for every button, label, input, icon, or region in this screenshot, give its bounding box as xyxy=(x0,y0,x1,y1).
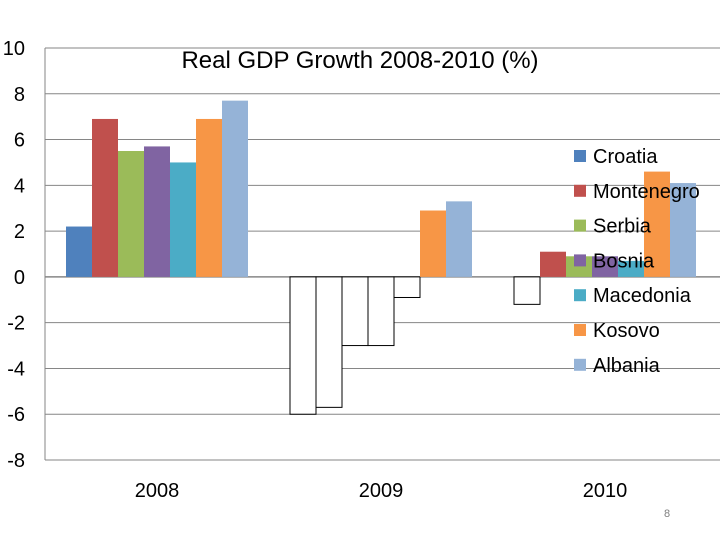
x-tick-labels: 2008 2009 2010 xyxy=(135,480,628,502)
y-tick-label: 6 xyxy=(14,130,25,152)
y-tick-label: 4 xyxy=(14,175,25,197)
y-tick-labels: 10 8 6 4 2 0 -2 -4 -6 -8 xyxy=(3,38,25,472)
y-tick-label: 10 xyxy=(3,38,25,60)
bar-serbia-2008 xyxy=(118,151,144,277)
y-tick-label: -6 xyxy=(7,404,25,426)
legend-label: Montenegro xyxy=(593,181,700,203)
bar-montenegro-2008 xyxy=(92,118,118,277)
legend: Croatia Montenegro Serbia Bosnia Macedonia Ko… xyxy=(574,146,700,377)
bar-serbia-2009 xyxy=(341,276,369,347)
bar-bosnia-2009 xyxy=(367,276,395,347)
chart-title: Real GDP Growth 2008-2010 (%) xyxy=(181,47,538,74)
y-tick-label: 8 xyxy=(14,84,25,106)
bar-bosnia-2008 xyxy=(144,146,170,277)
bar-bosnia-2010 xyxy=(592,256,618,277)
bar-albania-2010 xyxy=(670,183,696,277)
bar-macedonia-2009 xyxy=(393,276,421,298)
y-tick-label: -2 xyxy=(7,313,25,335)
bar-albania-2009 xyxy=(446,201,472,277)
y-tick-label: 2 xyxy=(14,221,25,243)
legend-swatch xyxy=(574,289,586,302)
legend-label: Macedonia xyxy=(593,285,692,307)
slide-number: 8 xyxy=(664,508,671,520)
y-tick-label: 0 xyxy=(14,267,25,289)
legend-swatch xyxy=(574,324,586,336)
legend-label: Croatia xyxy=(593,146,658,168)
bar-macedonia-2010 xyxy=(618,260,644,277)
x-tick-label: 2008 xyxy=(135,480,180,502)
y-tick-label: -8 xyxy=(7,450,25,472)
x-tick-label: 2009 xyxy=(359,480,404,502)
bars xyxy=(66,100,696,415)
bar-kosovo-2010 xyxy=(644,171,670,277)
legend-label: Bosnia xyxy=(593,250,655,272)
y-tick-label: -4 xyxy=(7,358,25,380)
bar-kosovo-2008 xyxy=(196,118,222,277)
bar-macedonia-2008 xyxy=(170,162,196,277)
bar-montenegro-2009 xyxy=(315,276,343,408)
legend-label: Serbia xyxy=(593,216,652,238)
legend-swatch xyxy=(574,219,586,232)
legend-swatch xyxy=(574,184,586,197)
legend-swatch xyxy=(574,358,586,371)
bar-kosovo-2009 xyxy=(420,210,446,277)
legend-label: Kosovo xyxy=(593,320,660,342)
bar-croatia-2009 xyxy=(289,276,317,415)
legend-label: Albania xyxy=(593,355,661,377)
legend-swatch xyxy=(574,254,586,267)
x-tick-label: 2010 xyxy=(583,480,628,502)
bar-croatia-2010 xyxy=(513,276,541,305)
bar-montenegro-2010 xyxy=(540,251,566,277)
bar-croatia-2008 xyxy=(66,226,92,277)
bar-albania-2008 xyxy=(222,100,248,277)
legend-swatch xyxy=(574,150,586,162)
